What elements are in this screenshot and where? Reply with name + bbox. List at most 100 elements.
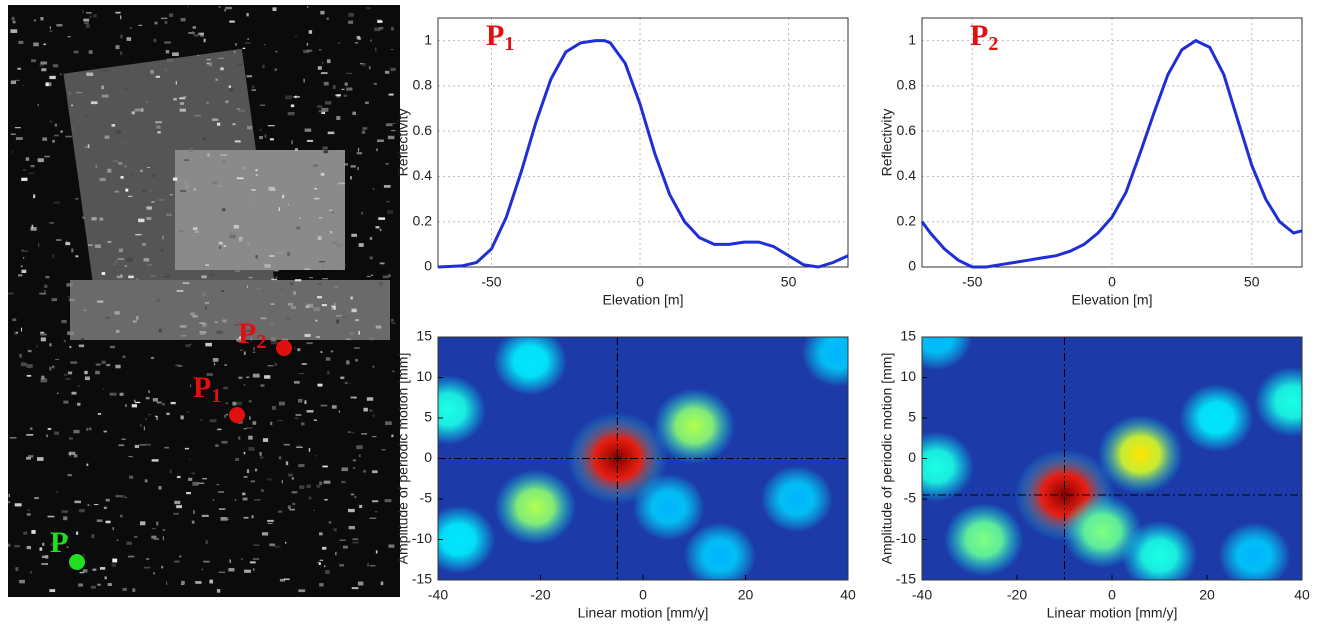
speckle: [344, 163, 348, 166]
speckle: [335, 315, 343, 317]
speckle: [115, 129, 122, 134]
speckle: [219, 246, 221, 249]
line: [437, 39, 849, 269]
speckle: [51, 298, 58, 302]
speckle: [322, 465, 328, 468]
speckle: [211, 118, 219, 121]
speckle: [156, 521, 159, 526]
speckle: [103, 506, 107, 510]
speckle: [109, 392, 117, 396]
speckle: [14, 126, 21, 129]
speckle: [107, 168, 112, 173]
speckle: [72, 107, 80, 111]
speckle: [339, 539, 346, 541]
speckle: [366, 397, 374, 401]
speckle: [339, 564, 344, 567]
speckle: [337, 42, 341, 45]
annotation: P2: [970, 19, 998, 55]
speckle: [355, 358, 359, 362]
speckle: [352, 541, 359, 544]
speckle: [15, 137, 23, 140]
speckle: [341, 467, 348, 472]
speckle: [150, 69, 154, 74]
speckle: [67, 371, 73, 375]
speckle: [336, 115, 341, 120]
speckle: [269, 322, 276, 327]
speckle: [238, 109, 246, 113]
y-tick-label: 0: [908, 258, 916, 274]
speckle: [319, 559, 324, 562]
speckle: [164, 41, 171, 44]
speckle: [97, 300, 104, 303]
speckle: [278, 207, 280, 212]
speckle: [10, 29, 18, 33]
y-tick-label: 0.8: [413, 77, 433, 93]
speckle: [345, 72, 353, 74]
speckle: [298, 464, 305, 468]
speckle: [225, 6, 232, 10]
speckle: [19, 353, 22, 358]
speckle: [40, 333, 47, 336]
speckle: [84, 370, 88, 375]
speckle: [273, 268, 279, 272]
speckle: [259, 128, 262, 131]
speckle: [41, 555, 47, 559]
speckle: [133, 535, 138, 538]
speckle: [154, 21, 158, 25]
speckle: [360, 63, 365, 65]
speckle: [190, 343, 192, 345]
speckle: [382, 275, 389, 279]
speckle: [379, 262, 385, 265]
speckle: [350, 296, 353, 300]
speckle: [362, 127, 368, 130]
speckle: [290, 104, 295, 108]
speckle: [217, 57, 224, 59]
speckle: [169, 193, 174, 196]
speckle: [91, 534, 95, 539]
speckle: [179, 108, 186, 112]
speckle: [372, 414, 375, 418]
speckle: [174, 560, 180, 563]
speckle: [65, 378, 71, 380]
speckle: [366, 7, 371, 10]
speckle: [270, 340, 278, 345]
speckle: [277, 170, 281, 174]
speckle: [331, 211, 334, 214]
speckle: [65, 135, 72, 138]
speckle: [371, 274, 373, 276]
speckle: [323, 81, 329, 86]
speckle: [321, 111, 326, 114]
y-tick-label: -5: [904, 490, 917, 506]
x-tick-label: 20: [738, 587, 754, 603]
speckle: [321, 61, 324, 65]
speckle: [180, 189, 187, 193]
plot-frame: [921, 17, 1303, 268]
peak: [493, 337, 568, 396]
speckle: [200, 418, 203, 421]
speckle: [362, 62, 366, 67]
speckle: [139, 521, 146, 526]
speckle: [313, 164, 318, 167]
speckle: [260, 104, 266, 107]
speckle: [182, 96, 187, 98]
speckle: [388, 544, 395, 548]
speckle: [180, 17, 186, 22]
speckle: [99, 177, 106, 182]
speckle: [242, 492, 246, 496]
speckle: [291, 477, 294, 480]
y-tick-label: 0: [424, 258, 432, 274]
speckle: [260, 317, 267, 320]
speckle: [114, 311, 120, 315]
speckle: [262, 64, 265, 69]
speckle: [147, 263, 153, 266]
speckle: [216, 589, 221, 593]
speckle: [224, 8, 226, 12]
speckle: [181, 580, 185, 585]
speckle: [49, 222, 54, 224]
speckle: [179, 102, 185, 105]
speckle: [314, 197, 320, 200]
speckle: [55, 358, 60, 361]
speckle: [201, 514, 209, 517]
speckle: [268, 186, 275, 191]
speckle: [220, 154, 228, 157]
